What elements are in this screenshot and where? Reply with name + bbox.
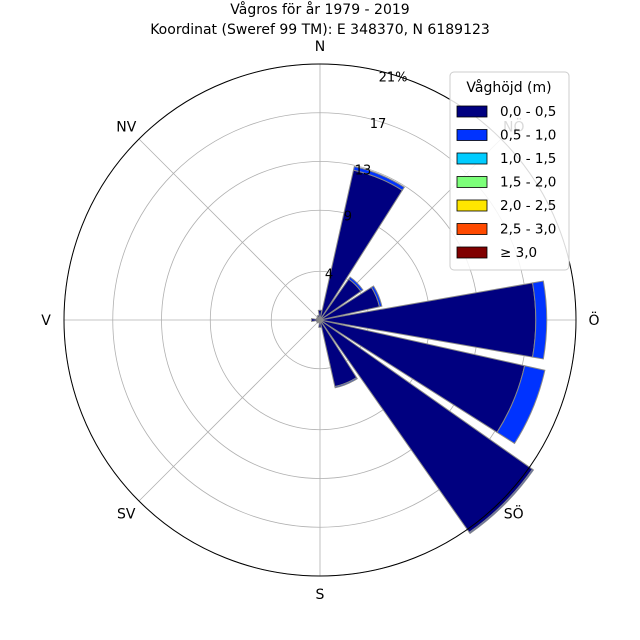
compass-label: N <box>315 39 325 55</box>
legend-items: 0,0 - 0,5 0,5 - 1,0 1,0 - 1,5 1,5 - 2,0 2,0 … <box>456 104 556 261</box>
rose-bar-S <box>318 319 322 328</box>
rose-bar-Ö <box>531 280 548 360</box>
compass-label: V <box>41 313 51 329</box>
legend-label: ≥ 3,0 <box>500 245 537 261</box>
radial-tick-label: 21% <box>379 71 408 86</box>
legend-swatch <box>456 129 488 141</box>
rose-bar-SÖ <box>468 468 535 535</box>
legend-swatch <box>456 105 488 118</box>
radial-tick-label: 4 <box>325 268 333 283</box>
compass-label: S <box>316 587 325 603</box>
grid-spoke <box>138 319 321 502</box>
compass-label: SV <box>117 507 136 523</box>
legend-label: 1,0 - 1,5 <box>500 151 556 167</box>
legend-swatch <box>456 246 488 259</box>
radial-tick-labels: 4 9 13 17 21% <box>325 71 408 283</box>
radial-tick-label: 17 <box>370 117 387 132</box>
legend-label: 0,5 - 1,0 <box>500 128 556 144</box>
compass-label: SÖ <box>504 505 524 523</box>
rose-bar-ÖNÖ <box>370 285 383 308</box>
legend-swatch <box>456 223 488 235</box>
chart-subtitle: Koordinat (Sweref 99 TM): E 348370, N 61… <box>150 22 490 38</box>
legend-title: Våghöjd (m) <box>466 79 551 96</box>
legend: Våghöjd (m) 0,0 - 0,5 0,5 - 1,0 1,0 - 1,5 1… <box>449 71 570 271</box>
legend-label: 1,5 - 2,0 <box>500 175 556 191</box>
legend-frame <box>449 71 570 271</box>
outer-circle <box>63 63 577 577</box>
radial-tick-label: 13 <box>355 163 372 178</box>
rose-bar-V <box>310 317 321 323</box>
rose-bars <box>310 165 548 535</box>
legend-swatch <box>456 176 488 188</box>
radial-tick-label: 9 <box>344 210 352 225</box>
legend-label: 2,0 - 2,5 <box>500 198 556 214</box>
legend-swatch <box>456 199 488 212</box>
rose-bar-NNV <box>316 314 321 321</box>
compass-label: NV <box>116 119 136 135</box>
chart-title: Vågros för år 1979 - 2019 <box>230 1 409 18</box>
compass-label: Ö <box>588 311 599 329</box>
grid-spoke <box>138 138 321 321</box>
rose-bar-NÖ <box>348 276 364 292</box>
rose-bar-NNÖ <box>352 165 405 192</box>
polar-frame <box>63 63 577 577</box>
legend-swatch <box>456 152 488 165</box>
rose-bar-ÖSÖ <box>496 365 546 445</box>
rose-bar-SSÖ <box>334 376 358 389</box>
legend-label: 0,0 - 0,5 <box>500 104 556 120</box>
legend-label: 2,5 - 3,0 <box>500 222 556 238</box>
